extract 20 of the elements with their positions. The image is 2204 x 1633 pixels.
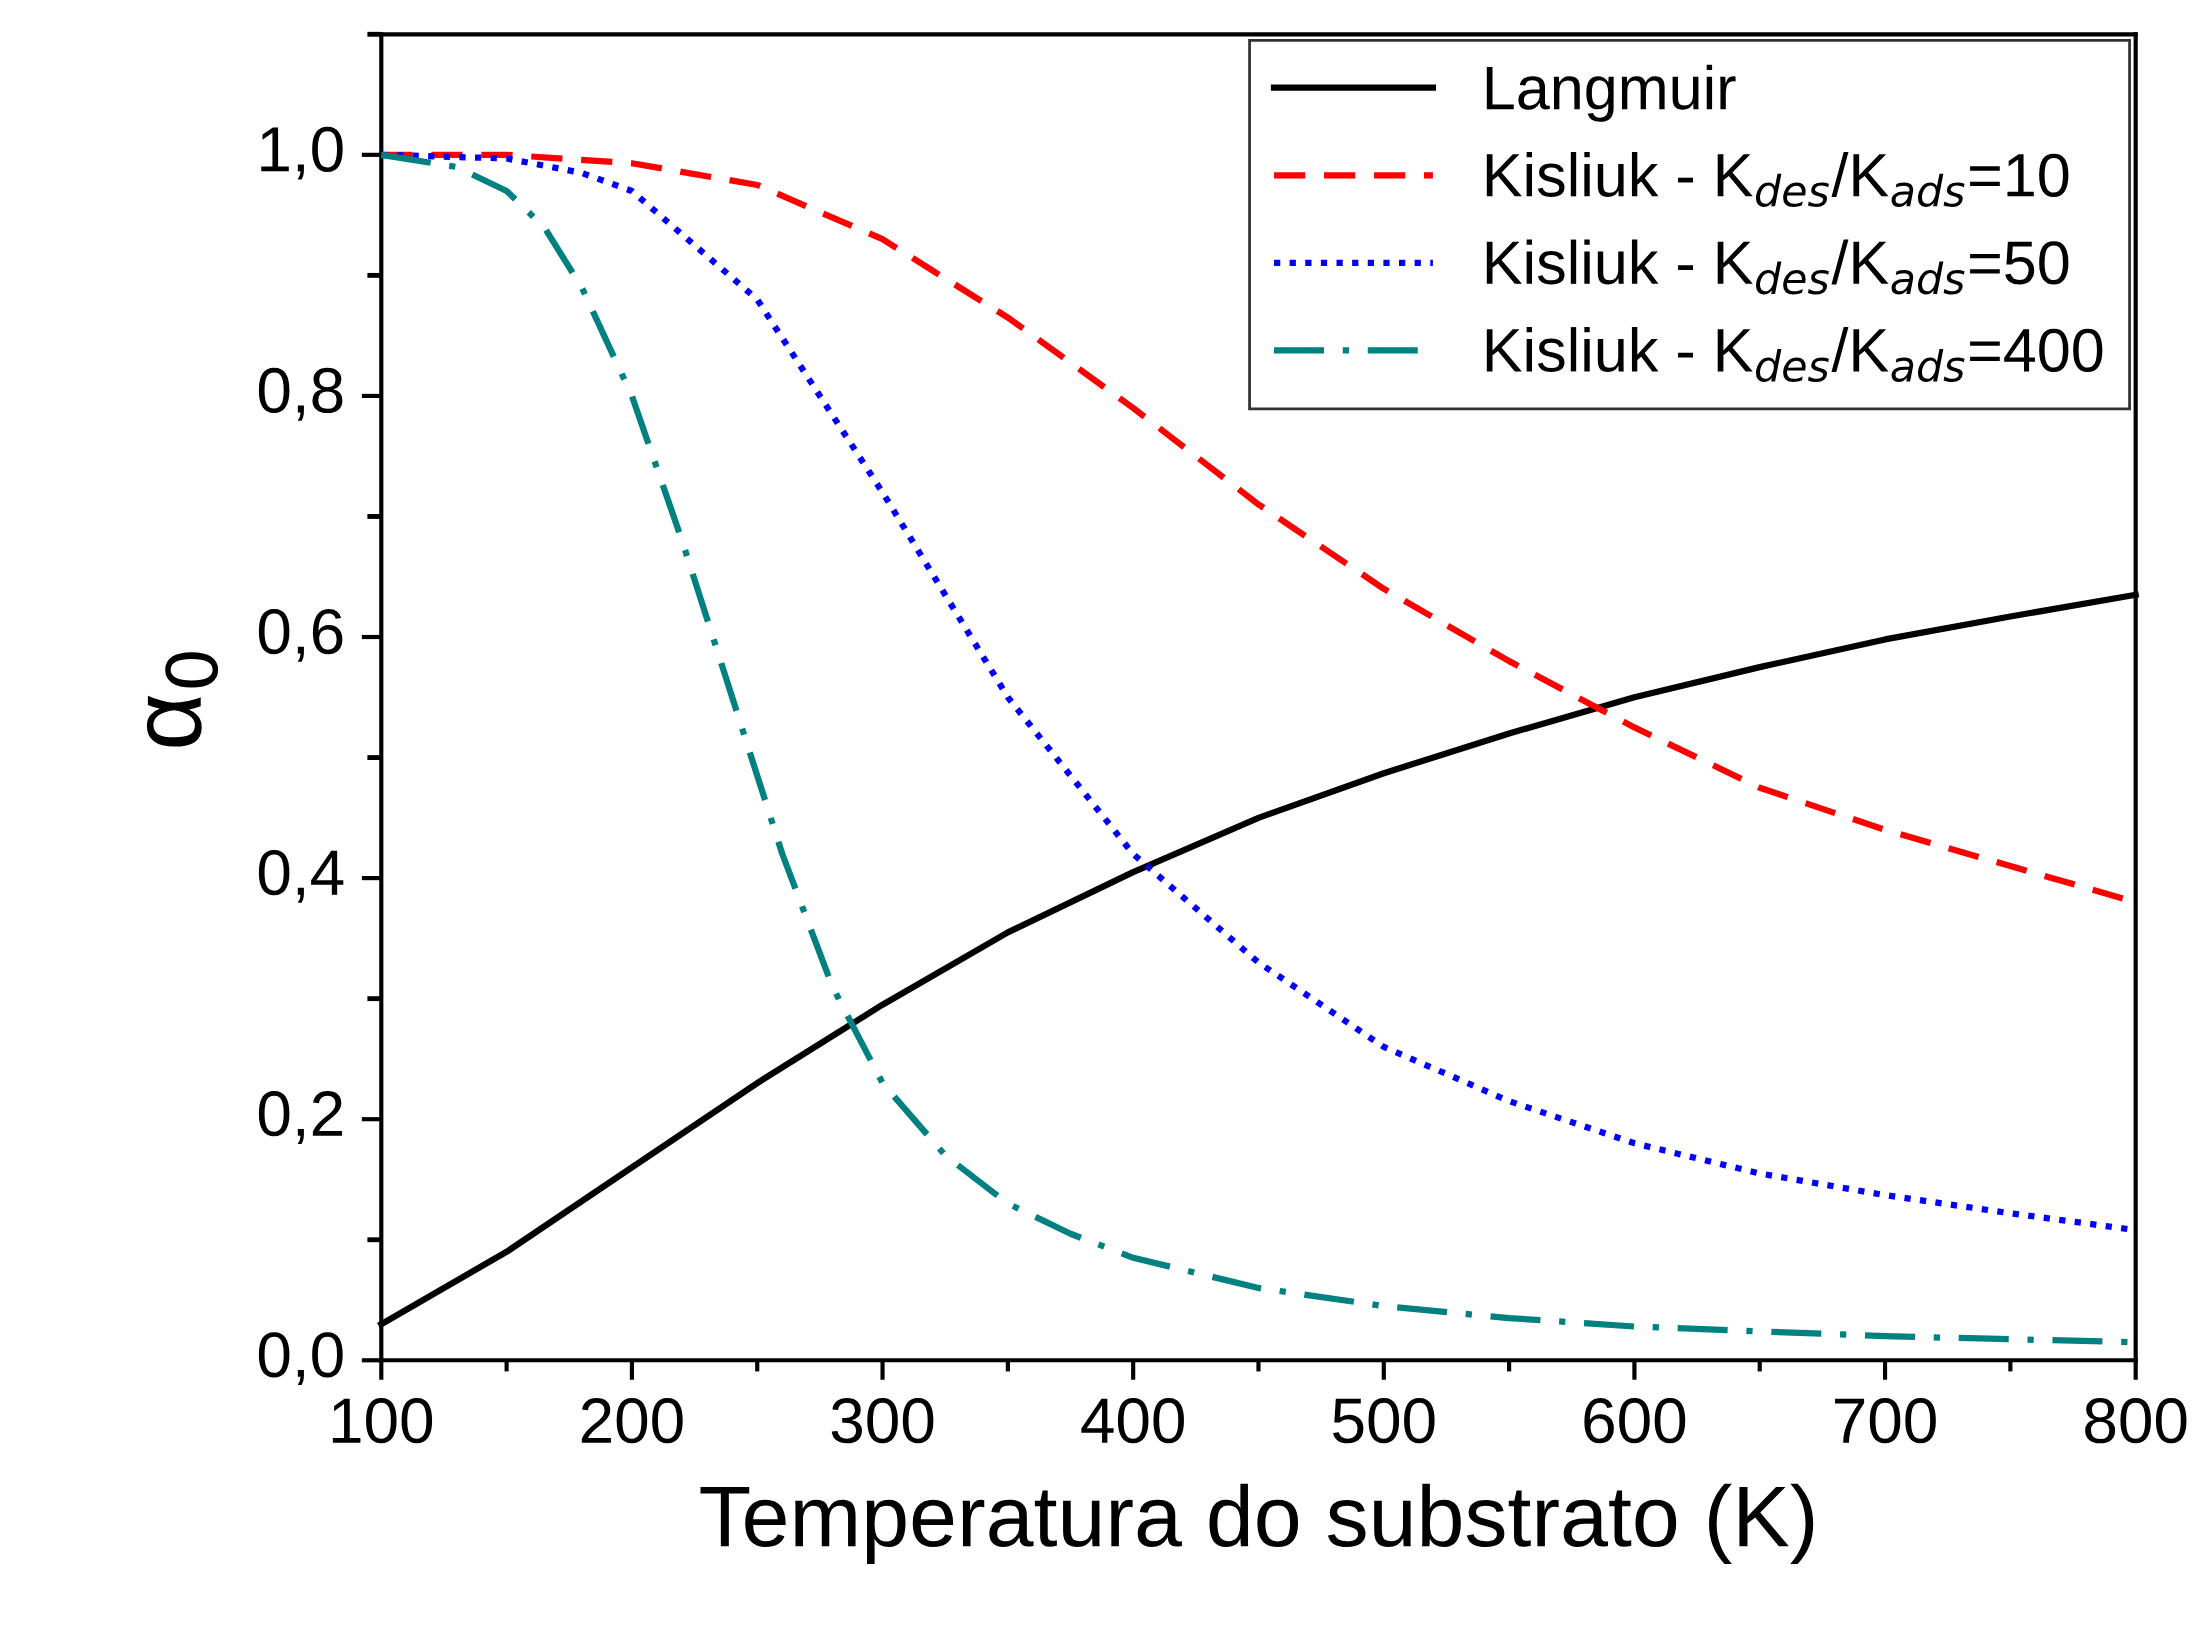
y-tick-label: 0,6 [258, 608, 343, 662]
x-tick-label: 700 [1835, 1398, 1936, 1444]
y-axis-title: α$_{0}$ [146, 652, 219, 747]
y-tick-label: 0,0 [258, 1332, 343, 1385]
legend-label: Kisliuk - K$_{des}$/K$_{ads}$=50 [1486, 239, 2069, 295]
y-tick-label: 0,8 [258, 367, 343, 421]
legend-label: Langmuir [1486, 64, 1736, 122]
y-tick-label: 1,0 [261, 126, 343, 180]
x-tick-label: 600 [1584, 1398, 1686, 1444]
y-tick-label: 0,2 [258, 1091, 342, 1144]
x-tick-label: 800 [2085, 1398, 2187, 1444]
legend-label: Kisliuk - K$_{des}$/K$_{ads}$=400 [1486, 327, 2103, 383]
y-tick-label: 0,4 [258, 850, 344, 903]
x-tick-label: 100 [332, 1398, 433, 1444]
x-axis-title: Temperatura do substrato (K) [700, 1483, 1814, 1565]
x-tick-label: 300 [831, 1398, 934, 1444]
x-tick-label: 200 [581, 1398, 683, 1444]
x-tick-label: 400 [1081, 1398, 1184, 1444]
legend-label: Kisliuk - K$_{des}$/K$_{ads}$=10 [1486, 152, 2069, 207]
x-tick-label: 500 [1333, 1398, 1435, 1444]
